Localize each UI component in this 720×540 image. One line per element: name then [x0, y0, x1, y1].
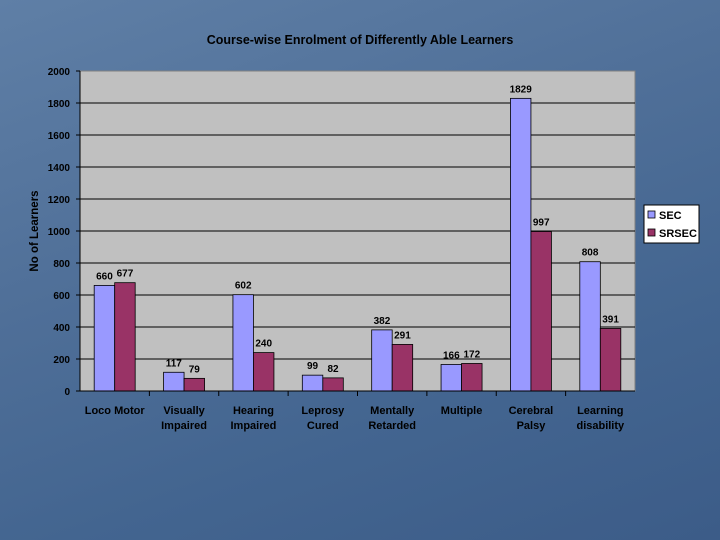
legend-swatch-srsec: [647, 228, 656, 237]
data-label: 677: [117, 269, 134, 280]
data-label: 117: [166, 358, 183, 369]
data-label: 391: [602, 314, 619, 325]
chart-title: Course-wise Enrolment of Differently Abl…: [207, 33, 514, 47]
category-label: Mentally Retarded: [368, 405, 416, 432]
legend-label-sec: SEC: [659, 210, 682, 222]
bar-srsec: [114, 282, 136, 392]
data-label: 997: [533, 217, 550, 228]
bar-sec: [93, 284, 116, 392]
data-label: 291: [394, 330, 411, 341]
y-axis-title: No of Learners: [29, 190, 41, 271]
bar-srsec: [322, 377, 344, 392]
data-label: 79: [189, 364, 201, 375]
category-label-line: Visually: [163, 405, 205, 417]
category-label: Loco Motor: [85, 405, 146, 417]
bar-sec: [510, 97, 532, 392]
category-label-line: disability: [576, 420, 625, 432]
bar-srsec: [599, 328, 622, 392]
bar-srsec: [391, 344, 414, 392]
y-tick-label: 1200: [48, 195, 71, 206]
category-label: Multiple: [441, 405, 483, 417]
category-label-line: Mentally: [370, 405, 415, 417]
y-tick-label: 800: [53, 259, 70, 270]
bar-sec: [301, 374, 324, 392]
category-label: Leprosy Cured: [301, 405, 345, 432]
y-tick-label: 1600: [48, 131, 71, 142]
category-label-line: Palsy: [517, 420, 547, 432]
y-tick-label: 1400: [48, 163, 71, 174]
data-label: 172: [463, 349, 480, 360]
category-label-line: Loco Motor: [85, 405, 146, 417]
bar-srsec: [461, 363, 483, 392]
category-label: Learning disability: [576, 405, 625, 432]
bar-sec: [440, 364, 462, 392]
legend-label-srsec: SRSEC: [659, 228, 697, 240]
category-label-line: Cerebral: [509, 405, 554, 417]
category-label: Hearing Impaired: [231, 405, 277, 432]
data-label: 99: [307, 361, 319, 372]
bar-sec: [579, 261, 601, 392]
category-labels: Loco Motor Visually Impaired Hearing Impaire…: [85, 405, 625, 432]
category-label-line: Impaired: [231, 420, 277, 432]
bars: [93, 97, 622, 392]
axes: [76, 70, 635, 396]
y-tick-label: 0: [64, 387, 70, 398]
category-label: Cerebral Palsy: [509, 405, 554, 432]
category-label-line: Multiple: [441, 405, 483, 417]
category-label-line: Leprosy: [301, 405, 345, 417]
bar-srsec: [253, 352, 275, 392]
category-label-line: Learning: [577, 405, 623, 417]
y-tick-labels: 0 200 400 600 800 1000 1200 1400 1600 1800 2000: [48, 67, 71, 398]
data-label: 382: [374, 316, 391, 327]
data-label: 166: [443, 350, 460, 361]
category-label-line: Hearing: [233, 405, 274, 417]
data-label: 240: [255, 339, 272, 350]
category-label: Visually Impaired: [161, 405, 207, 432]
category-label-line: Cured: [307, 420, 339, 432]
category-label-line: Impaired: [161, 420, 207, 432]
legend: SEC SRSEC: [643, 204, 700, 244]
category-label-line: Retarded: [368, 420, 416, 432]
data-label: 602: [235, 281, 252, 292]
data-label: 1829: [510, 84, 533, 95]
y-tick-label: 600: [53, 291, 70, 302]
bar-sec: [163, 371, 185, 392]
y-tick-label: 2000: [48, 67, 71, 78]
y-tick-label: 400: [53, 323, 70, 334]
bar-sec: [371, 329, 393, 392]
data-label: 82: [328, 364, 340, 375]
bar-srsec: [183, 377, 205, 392]
bar-sec: [232, 294, 254, 392]
data-label: 808: [582, 248, 599, 259]
legend-swatch-sec: [647, 210, 656, 219]
data-label: 660: [96, 271, 113, 282]
y-tick-label: 200: [53, 355, 70, 366]
bar-srsec: [530, 231, 552, 392]
y-tick-label: 1800: [48, 99, 71, 110]
y-tick-label: 1000: [48, 227, 71, 238]
